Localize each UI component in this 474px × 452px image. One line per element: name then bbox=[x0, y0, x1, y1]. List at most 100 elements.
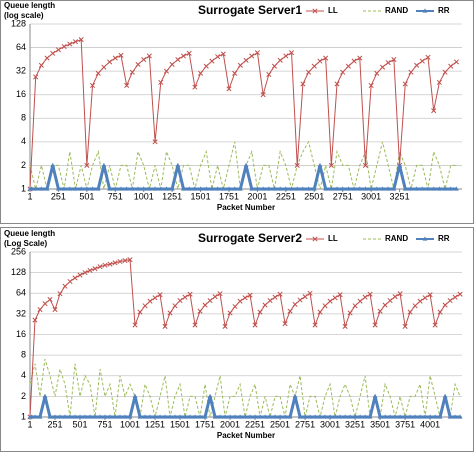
marker bbox=[187, 291, 193, 297]
marker bbox=[414, 62, 420, 68]
marker bbox=[226, 86, 232, 92]
marker bbox=[112, 414, 118, 419]
marker bbox=[422, 236, 428, 241]
marker bbox=[38, 186, 44, 191]
marker bbox=[282, 321, 288, 327]
marker bbox=[52, 414, 58, 419]
marker bbox=[107, 186, 112, 191]
marker bbox=[302, 414, 308, 419]
marker bbox=[340, 69, 346, 75]
marker bbox=[271, 63, 278, 69]
marker bbox=[272, 186, 277, 191]
marker bbox=[362, 414, 368, 419]
marker bbox=[124, 186, 130, 191]
marker bbox=[377, 308, 383, 314]
marker bbox=[222, 323, 228, 329]
marker bbox=[448, 63, 454, 69]
y-tick-label: 1 bbox=[21, 183, 26, 193]
y-tick-label: 4 bbox=[21, 136, 26, 146]
marker bbox=[129, 186, 135, 191]
marker bbox=[457, 291, 463, 297]
marker bbox=[232, 186, 238, 191]
x-tick-label: 3001 bbox=[361, 191, 381, 201]
y-tick-label: 4 bbox=[21, 370, 26, 380]
marker bbox=[257, 309, 263, 315]
x-tick-label: 2001 bbox=[247, 191, 267, 201]
marker bbox=[220, 186, 226, 191]
marker bbox=[407, 309, 413, 315]
marker bbox=[262, 414, 268, 419]
marker bbox=[62, 283, 68, 289]
marker bbox=[227, 310, 233, 316]
x-tick-label: 251 bbox=[47, 419, 62, 429]
marker bbox=[182, 414, 188, 419]
x-tick-label: 3251 bbox=[390, 191, 410, 201]
marker bbox=[367, 291, 373, 297]
marker bbox=[427, 414, 433, 419]
marker bbox=[427, 292, 433, 298]
y-axis-label: (log scale) bbox=[4, 11, 44, 20]
marker bbox=[215, 54, 221, 60]
marker bbox=[272, 294, 278, 300]
y-axis-label: (Log Scale) bbox=[4, 239, 47, 248]
marker bbox=[272, 414, 278, 419]
marker bbox=[422, 295, 428, 301]
marker bbox=[135, 186, 141, 191]
x-tick-label: 2001 bbox=[220, 419, 240, 429]
x-tick-label: 1251 bbox=[145, 419, 165, 429]
marker bbox=[132, 393, 138, 398]
y-tick-label: 1 bbox=[21, 411, 26, 421]
marker bbox=[414, 186, 420, 191]
marker bbox=[352, 303, 358, 309]
marker bbox=[112, 55, 118, 61]
x-tick-label: 1751 bbox=[219, 191, 239, 201]
marker bbox=[425, 54, 431, 60]
marker bbox=[457, 414, 463, 419]
marker bbox=[377, 414, 383, 419]
marker bbox=[387, 414, 393, 419]
marker bbox=[242, 414, 248, 419]
marker bbox=[277, 414, 283, 419]
marker bbox=[129, 69, 135, 75]
marker bbox=[382, 414, 388, 419]
marker bbox=[232, 70, 238, 76]
marker bbox=[311, 63, 317, 69]
marker bbox=[32, 317, 38, 323]
marker bbox=[124, 82, 130, 89]
marker bbox=[453, 59, 459, 65]
marker bbox=[92, 414, 98, 419]
x-tick-label: 1501 bbox=[191, 191, 211, 201]
marker bbox=[328, 186, 334, 191]
marker bbox=[92, 266, 98, 272]
marker bbox=[277, 57, 283, 63]
marker bbox=[337, 414, 343, 419]
legend-label: RAND bbox=[385, 6, 408, 15]
marker bbox=[302, 294, 308, 300]
marker bbox=[300, 81, 306, 87]
marker bbox=[247, 414, 253, 419]
marker bbox=[33, 74, 39, 80]
marker bbox=[167, 310, 173, 316]
marker bbox=[78, 37, 84, 43]
marker bbox=[432, 322, 438, 328]
marker bbox=[323, 55, 329, 61]
marker bbox=[61, 186, 67, 191]
marker bbox=[287, 414, 293, 419]
marker bbox=[95, 186, 101, 191]
marker bbox=[169, 61, 175, 67]
marker bbox=[95, 70, 101, 76]
marker bbox=[402, 81, 408, 87]
marker bbox=[306, 186, 311, 191]
marker bbox=[447, 298, 453, 304]
marker bbox=[292, 301, 298, 307]
legend-label: RR bbox=[438, 234, 450, 243]
marker bbox=[267, 298, 273, 304]
marker bbox=[118, 52, 124, 58]
marker bbox=[175, 56, 181, 63]
marker bbox=[102, 262, 108, 268]
marker bbox=[226, 186, 232, 191]
marker bbox=[197, 414, 203, 419]
marker bbox=[257, 414, 263, 419]
y-axis-label: Queue length bbox=[4, 1, 55, 10]
marker bbox=[147, 298, 153, 304]
